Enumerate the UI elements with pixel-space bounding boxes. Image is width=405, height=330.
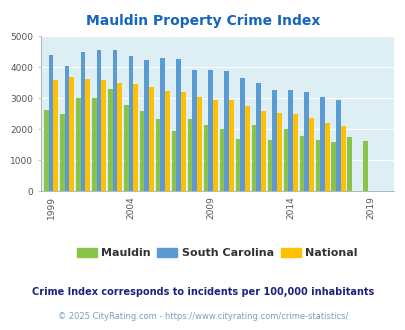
- Bar: [203, 125, 208, 191]
- Bar: [139, 111, 144, 191]
- Bar: [117, 83, 122, 191]
- Bar: [192, 70, 197, 191]
- Bar: [347, 137, 352, 191]
- Bar: [96, 50, 101, 191]
- Bar: [80, 52, 85, 191]
- Bar: [69, 77, 74, 191]
- Text: Mauldin Property Crime Index: Mauldin Property Crime Index: [85, 15, 320, 28]
- Text: Crime Index corresponds to incidents per 100,000 inhabitants: Crime Index corresponds to incidents per…: [32, 287, 373, 297]
- Bar: [340, 126, 345, 191]
- Bar: [315, 140, 320, 191]
- Bar: [128, 55, 133, 191]
- Bar: [165, 91, 170, 191]
- Bar: [362, 141, 367, 191]
- Bar: [101, 80, 106, 191]
- Bar: [288, 90, 292, 191]
- Text: © 2025 CityRating.com - https://www.cityrating.com/crime-statistics/: © 2025 CityRating.com - https://www.city…: [58, 312, 347, 321]
- Bar: [197, 97, 202, 191]
- Bar: [235, 139, 240, 191]
- Bar: [112, 50, 117, 191]
- Bar: [277, 113, 281, 191]
- Bar: [308, 118, 313, 191]
- Bar: [181, 91, 185, 191]
- Bar: [267, 140, 272, 191]
- Bar: [330, 142, 335, 191]
- Bar: [251, 125, 256, 191]
- Bar: [299, 136, 304, 191]
- Legend: Mauldin, South Carolina, National: Mauldin, South Carolina, National: [72, 244, 361, 263]
- Bar: [44, 110, 49, 191]
- Bar: [49, 55, 53, 191]
- Bar: [133, 84, 138, 191]
- Bar: [292, 115, 297, 191]
- Bar: [229, 100, 233, 191]
- Bar: [107, 89, 112, 191]
- Bar: [224, 71, 229, 191]
- Bar: [171, 131, 176, 191]
- Bar: [53, 80, 58, 191]
- Bar: [187, 118, 192, 191]
- Bar: [304, 92, 308, 191]
- Bar: [176, 59, 181, 191]
- Bar: [260, 111, 265, 191]
- Bar: [245, 106, 249, 191]
- Bar: [60, 114, 64, 191]
- Bar: [144, 59, 149, 191]
- Bar: [124, 105, 128, 191]
- Bar: [324, 122, 329, 191]
- Bar: [92, 98, 96, 191]
- Bar: [213, 100, 217, 191]
- Bar: [160, 58, 165, 191]
- Bar: [149, 86, 154, 191]
- Bar: [85, 79, 90, 191]
- Bar: [335, 100, 340, 191]
- Bar: [208, 70, 213, 191]
- Bar: [155, 118, 160, 191]
- Bar: [272, 90, 277, 191]
- Bar: [256, 83, 260, 191]
- Bar: [219, 129, 224, 191]
- Bar: [240, 78, 245, 191]
- Bar: [320, 97, 324, 191]
- Bar: [76, 98, 80, 191]
- Bar: [64, 66, 69, 191]
- Bar: [283, 129, 288, 191]
